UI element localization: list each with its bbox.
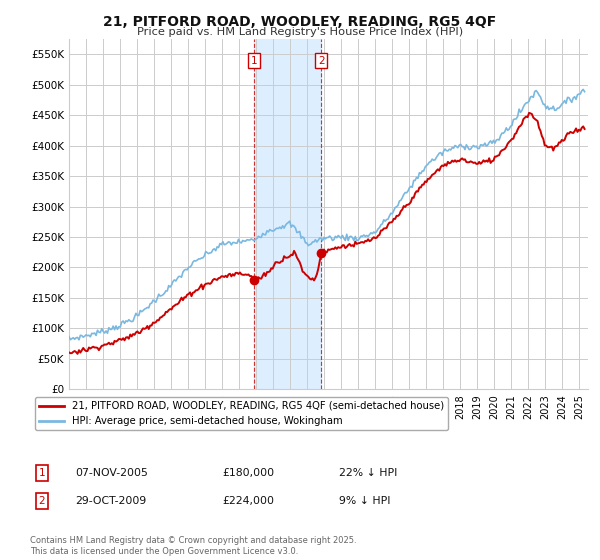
Text: £224,000: £224,000 xyxy=(222,496,274,506)
Legend: 21, PITFORD ROAD, WOODLEY, READING, RG5 4QF (semi-detached house), HPI: Average : 21, PITFORD ROAD, WOODLEY, READING, RG5 … xyxy=(35,397,448,430)
Text: £180,000: £180,000 xyxy=(222,468,274,478)
Bar xyxy=(254,39,322,389)
Text: 29-OCT-2009: 29-OCT-2009 xyxy=(75,496,146,506)
Text: 2: 2 xyxy=(38,496,46,506)
Text: 2: 2 xyxy=(318,55,325,66)
Text: Contains HM Land Registry data © Crown copyright and database right 2025.
This d: Contains HM Land Registry data © Crown c… xyxy=(30,536,356,556)
Text: 07-NOV-2005: 07-NOV-2005 xyxy=(75,468,148,478)
Text: 1: 1 xyxy=(38,468,46,478)
Text: 21, PITFORD ROAD, WOODLEY, READING, RG5 4QF: 21, PITFORD ROAD, WOODLEY, READING, RG5 … xyxy=(103,15,497,29)
Text: Price paid vs. HM Land Registry's House Price Index (HPI): Price paid vs. HM Land Registry's House … xyxy=(137,27,463,37)
Text: 22% ↓ HPI: 22% ↓ HPI xyxy=(339,468,397,478)
Text: 1: 1 xyxy=(250,55,257,66)
Text: 9% ↓ HPI: 9% ↓ HPI xyxy=(339,496,391,506)
